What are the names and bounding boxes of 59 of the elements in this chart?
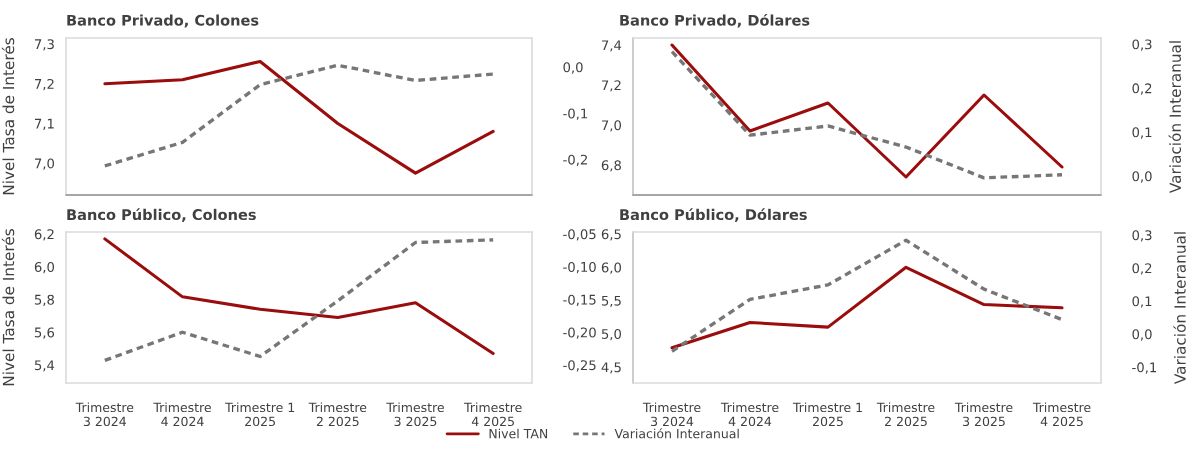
y2-tick-label: -0,05	[563, 229, 596, 241]
y-tick-label: 7,3	[34, 39, 54, 51]
y-tick-label: 6,0	[601, 262, 622, 274]
y2-tick-label: 0,0	[1132, 329, 1152, 341]
y2-tick-label: -0,10	[563, 261, 596, 274]
chart-title: Banco Privado, Dólares	[620, 13, 810, 28]
x-tick-label: Trimestre 1 2025	[225, 402, 295, 427]
y2-tick-label: -0,20	[563, 327, 596, 339]
y2-tick-label: 0,3	[1132, 230, 1152, 242]
y-axis-title: Nivel Tasa de Interés	[1, 229, 15, 386]
x-tick-label: Trimestre 1 2025	[792, 402, 862, 427]
x-tick-label: Trimestre 3 2025	[954, 402, 1013, 427]
y-tick-label: 7,0	[601, 120, 622, 132]
y-tick-label: 7,2	[601, 80, 621, 92]
y-tick-label: 7,4	[601, 40, 622, 52]
legend-label: Nivel TAN	[489, 428, 548, 439]
x-tick-label: Trimestre 3 2024	[75, 402, 134, 427]
y-tick-label: 6,5	[601, 229, 621, 241]
chart-title: Banco Público, Dólares	[620, 208, 807, 222]
chart-title: Banco Público, Colones	[67, 208, 256, 222]
y-tick-label: 5,5	[601, 295, 621, 308]
y-tick-label: 5,4	[34, 360, 55, 372]
x-tick-label: Trimestre 4 2024	[153, 402, 211, 427]
y2-tick-label: 0,3	[1132, 39, 1152, 51]
y2-tick-label: -0,15	[563, 294, 596, 307]
y2-axis-title: Variación Interanual	[1173, 232, 1186, 384]
y-tick-label: 5,8	[34, 294, 54, 307]
y-tick-label: 7,2	[34, 78, 54, 91]
line-series	[670, 265, 1064, 350]
y2-tick-label: 0,0	[1132, 171, 1152, 183]
y2-tick-label: 0,1	[1132, 127, 1152, 139]
y2-tick-label: 0,1	[1132, 296, 1152, 308]
x-tick-label: Trimestre 3 2024	[642, 402, 701, 427]
y2-tick-label: -0,25	[563, 360, 596, 372]
y2-tick-label: 0,2	[1132, 263, 1152, 275]
y2-tick-label: 0,0	[563, 62, 583, 74]
chart-title: Banco Privado, Colones	[67, 14, 259, 28]
x-tick-label: Trimestre 4 2024	[720, 402, 779, 427]
y-tick-label: 4,5	[601, 362, 621, 374]
y-tick-label: 5,6	[34, 327, 55, 339]
legend-label: Variación Interanual	[614, 428, 739, 439]
y2-tick-label: -0,1	[563, 108, 588, 120]
x-tick-label: Trimestre 4 2025	[1032, 402, 1091, 427]
y-axis-title: Nivel Tasa de Interés	[1, 38, 15, 195]
y2-tick-label: -0,2	[563, 154, 587, 166]
y-tick-label: 5,0	[601, 329, 622, 341]
y2-axis-title: Variación Interanual	[1168, 41, 1182, 193]
x-tick-label: Trimestre 2 2025	[308, 402, 367, 427]
x-tick-label: Trimestre 4 2025	[464, 402, 522, 427]
y-tick-label: 6,0	[34, 261, 55, 274]
x-tick-label: Trimestre 2 2025	[876, 402, 935, 427]
x-tick-label: Trimestre 3 2025	[386, 402, 444, 427]
y-tick-label: 7,0	[34, 158, 55, 170]
y-tick-label: 6,2	[34, 229, 54, 241]
y-tick-label: 7,1	[34, 118, 54, 130]
y2-tick-label: 0,2	[1132, 83, 1152, 95]
line-series	[670, 238, 1064, 353]
y2-tick-label: -0,1	[1132, 362, 1157, 374]
y-tick-label: 6,8	[601, 160, 621, 172]
